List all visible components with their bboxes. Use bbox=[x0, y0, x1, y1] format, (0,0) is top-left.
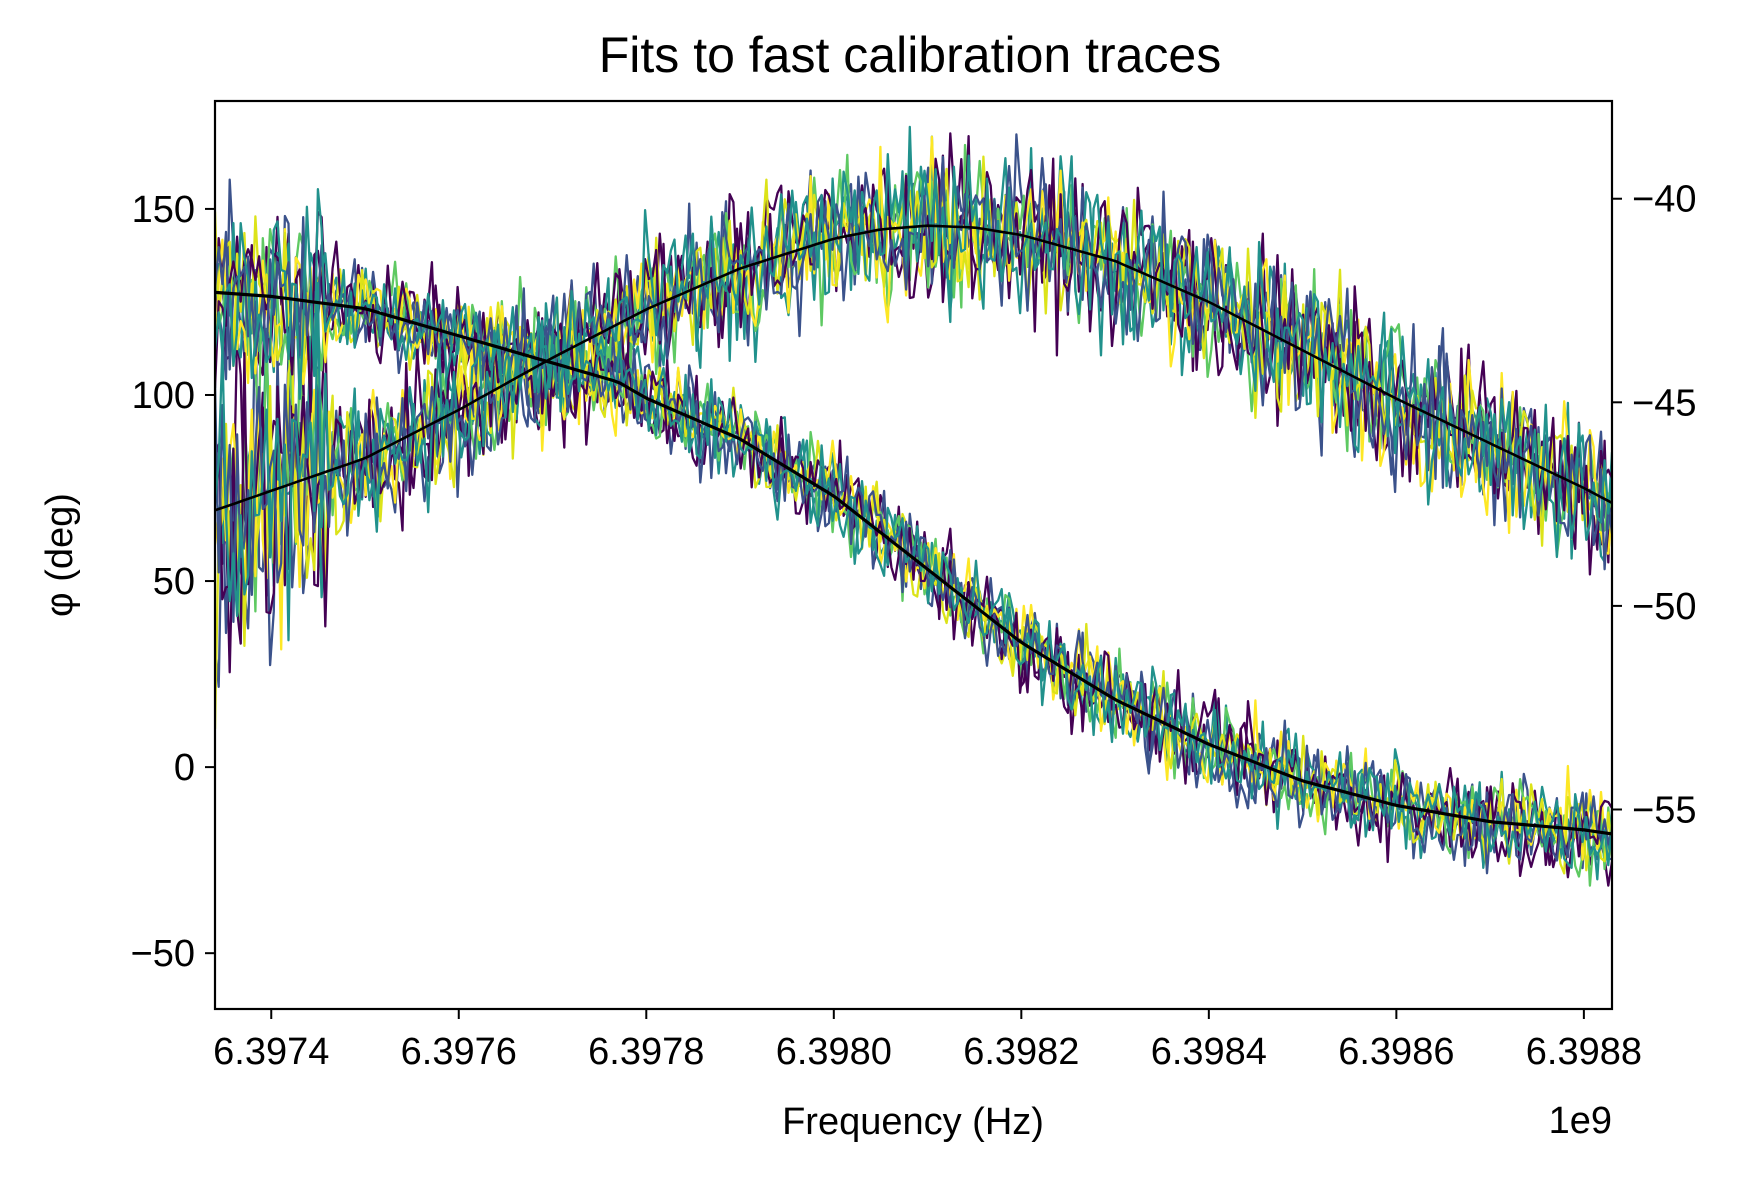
fit-curves bbox=[215, 224, 1612, 836]
y-tick-label: 50 bbox=[153, 561, 195, 603]
y-tick-label: −50 bbox=[131, 933, 195, 975]
calibration-trace bbox=[215, 155, 1612, 623]
y2-tick-label: −55 bbox=[1632, 789, 1696, 831]
x-tick-label: 6.3978 bbox=[588, 1031, 704, 1073]
fit-curve-2 bbox=[215, 290, 1612, 836]
x-tick-label: 6.3986 bbox=[1338, 1031, 1454, 1073]
calibration-trace bbox=[215, 153, 1612, 642]
x-offset-label: 1e9 bbox=[1549, 1100, 1612, 1142]
y-tick-label: 150 bbox=[132, 189, 195, 231]
y2-tick-label: −45 bbox=[1632, 382, 1696, 424]
x-tick-label: 6.3980 bbox=[776, 1031, 892, 1073]
y2-tick-label: −40 bbox=[1632, 179, 1696, 221]
calibration-trace bbox=[215, 135, 1612, 645]
x-tick-label: 6.3982 bbox=[963, 1031, 1079, 1073]
y-axis-label: φ (deg) bbox=[39, 493, 81, 617]
fit-curve-1 bbox=[215, 224, 1612, 512]
x-tick-label: 6.3974 bbox=[213, 1031, 329, 1073]
y-tick-label: 100 bbox=[132, 375, 195, 417]
x-tick-label: 6.3976 bbox=[401, 1031, 517, 1073]
x-tick-label: 6.3984 bbox=[1151, 1031, 1267, 1073]
y-axis-left: −50 0 50 100 150 bbox=[131, 189, 215, 975]
y-tick-label: 0 bbox=[174, 747, 195, 789]
calibration-trace bbox=[215, 240, 1612, 869]
plot-frame bbox=[213, 99, 1614, 1011]
calibration-trace bbox=[215, 215, 1612, 875]
y-axis-right: −55 −50 −45 −40 bbox=[1612, 179, 1696, 831]
x-tick-label: 6.3988 bbox=[1526, 1031, 1642, 1073]
x-axis-label: Frequency (Hz) bbox=[782, 1101, 1044, 1143]
chart-title: Fits to fast calibration traces bbox=[599, 27, 1221, 83]
calibration-traces bbox=[215, 125, 1612, 887]
y2-tick-label: −50 bbox=[1632, 586, 1696, 628]
x-axis: 6.3974 6.3976 6.3978 6.3980 6.3982 6.3984 6.39… bbox=[213, 1009, 1642, 1073]
calibration-trace bbox=[215, 178, 1612, 870]
